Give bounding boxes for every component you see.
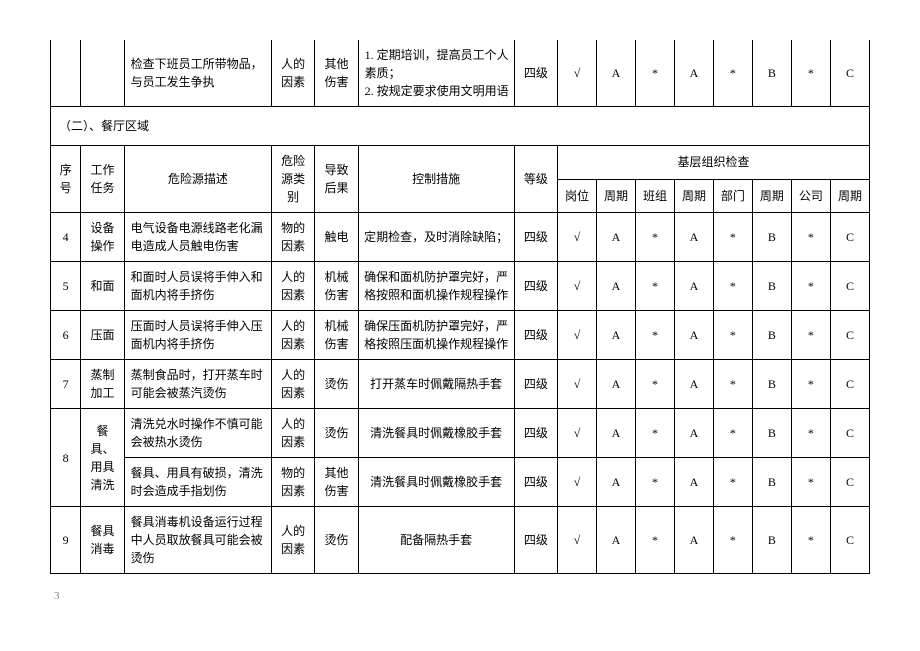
- hdr-measure: 控制措施: [358, 146, 514, 213]
- risk-table: 检查下班员工所带物品，与员工发生争执 人的因素 其他伤害 1. 定期培训，提高员…: [50, 40, 870, 574]
- page-number: 3: [50, 590, 870, 602]
- hdr-result: 导致后果: [315, 146, 358, 213]
- top-measure: 1. 定期培训，提高员工个人素质； 2. 按规定要求使用文明用语: [358, 40, 514, 107]
- hdr-level: 等级: [514, 146, 557, 213]
- hdr-cat: 危险源类别: [272, 146, 315, 213]
- section-title-row: （二）、餐厅区域: [51, 107, 870, 146]
- header-row-1: 序号 工作任务 危险源描述 危险源类别 导致后果 控制措施 等级 基层组织检查: [51, 146, 870, 180]
- top-level: 四级: [514, 40, 557, 107]
- top-cat: 人的因素: [272, 40, 315, 107]
- table-row: 5和面和面时人员误将手伸入和面机内将手挤伤人的因素机械伤害确保和面机防护罩完好，…: [51, 262, 870, 311]
- hdr-task: 工作任务: [81, 146, 124, 213]
- table-row-merged: 8 餐具、用具清洗 清洗兑水时操作不慎可能会被热水烫伤人的因素烫伤清洗餐具时佩戴…: [51, 409, 870, 458]
- hdr-desc: 危险源描述: [124, 146, 271, 213]
- table-row: 9餐具消毒餐具消毒机设备运行过程中人员取放餐具可能会被烫伤人的因素烫伤配备隔热手…: [51, 507, 870, 574]
- top-partial-row: 检查下班员工所带物品，与员工发生争执 人的因素 其他伤害 1. 定期培训，提高员…: [51, 40, 870, 107]
- section-title: （二）、餐厅区域: [51, 107, 870, 146]
- hdr-group: 基层组织检查: [558, 146, 870, 180]
- top-desc: 检查下班员工所带物品，与员工发生争执: [124, 40, 271, 107]
- table-row: 6压面压面时人员误将手伸入压面机内将手挤伤人的因素机械伤害确保压面机防护罩完好，…: [51, 311, 870, 360]
- top-result: 其他伤害: [315, 40, 358, 107]
- table-row-merged: 餐具、用具有破损，清洗时会造成手指划伤物的因素其他伤害清洗餐具时佩戴橡胶手套四级…: [51, 458, 870, 507]
- hdr-seq: 序号: [51, 146, 81, 213]
- table-row: 4设备操作电气设备电源线路老化漏电造成人员触电伤害物的因素触电定期检查，及时消除…: [51, 213, 870, 262]
- table-row: 7蒸制加工蒸制食品时，打开蒸车时可能会被蒸汽烫伤人的因素烫伤打开蒸车时佩戴隔热手…: [51, 360, 870, 409]
